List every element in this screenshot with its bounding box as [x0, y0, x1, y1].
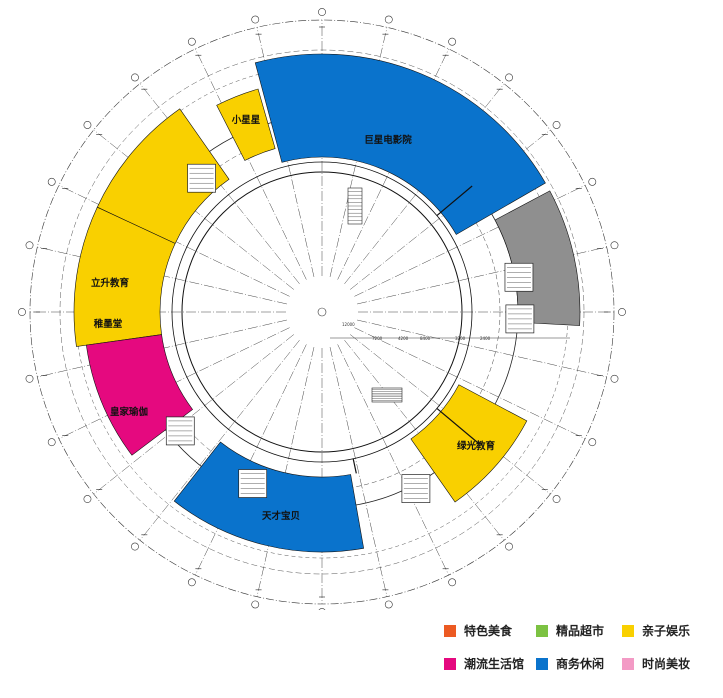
legend-swatch [444, 657, 456, 670]
legend-item-supermarket: 精品超市 [536, 622, 604, 639]
axis-bubble [18, 308, 26, 316]
axis-bubble [251, 15, 260, 24]
zone-label-yoga[interactable]: 皇家瑜伽 [110, 406, 148, 418]
axis-bubble [131, 542, 139, 551]
atrium-ring-outer [171, 161, 473, 463]
radial-axis [93, 334, 295, 495]
wall [352, 458, 357, 474]
wall [436, 185, 473, 217]
legend-swatch [622, 657, 634, 670]
axis-bubble [384, 15, 393, 24]
axis-bubble [552, 121, 561, 129]
legend-item-business: 商务休闲 [536, 655, 604, 672]
axis-bubble [131, 73, 139, 82]
plan-details: 7200 4200 8400 3200 2400 12000 [165, 163, 570, 503]
zone-lisheng [96, 108, 230, 244]
legend-label: 特色美食 [464, 624, 513, 638]
axis-bubble [47, 438, 56, 447]
radial-axis [337, 344, 449, 576]
zone-service [494, 190, 581, 326]
axis-bubble [505, 73, 513, 82]
axis-bubble [448, 578, 457, 587]
axis-bubble [610, 374, 619, 383]
atrium-ring [181, 171, 463, 453]
wall [436, 407, 480, 445]
axis-bubble [552, 495, 561, 503]
dimension-label: 7200 [372, 336, 383, 341]
zone-label-lvguang[interactable]: 绿光教育 [457, 440, 496, 452]
dimension-label: 4200 [398, 336, 409, 341]
axis-bubble [187, 37, 196, 46]
legend-item-beauty: 时尚美妆 [622, 655, 690, 672]
zone-label-zhimotang[interactable]: 稚墨堂 [94, 318, 123, 330]
dimension-label: 3200 [455, 336, 466, 341]
axis-bubble [588, 177, 597, 186]
zone-label-lisheng[interactable]: 立升教育 [91, 277, 130, 289]
floor-plan: 7200 4200 8400 3200 2400 12000 巨星电影院 小星星 立升教育… [18, 8, 626, 610]
axis-bubble [47, 177, 56, 186]
axis-bubble [505, 542, 513, 551]
zone-label-tiancai[interactable]: 天才宝贝 [262, 510, 300, 522]
radial-axis [195, 344, 307, 576]
legend-label: 亲子娱乐 [642, 624, 691, 638]
axis-bubble [187, 578, 196, 587]
axis-bubble [610, 241, 619, 250]
legend-swatch [444, 624, 456, 637]
axis-bubble [384, 600, 393, 609]
zone-labels: 巨星电影院 小星星 立升教育 稚墨堂 皇家瑜伽 天才宝贝 绿光教育 [91, 114, 496, 522]
zones [73, 53, 581, 553]
dimension-label: 12000 [342, 322, 355, 327]
axis-bubble [448, 37, 457, 46]
legend-item-food: 特色美食 [444, 622, 512, 639]
legend-item-kids: 亲子娱乐 [622, 622, 690, 639]
radial-axis [195, 48, 307, 280]
zone-cinema [254, 53, 546, 235]
zone-label-xiaoxingxing[interactable]: 小星星 [231, 114, 261, 126]
legend-swatch [536, 657, 548, 670]
center-mark [317, 307, 327, 317]
zone-zhimotang [73, 206, 176, 347]
axis-bubble [318, 608, 326, 610]
axis-bubble [588, 438, 597, 447]
radial-axis [139, 339, 300, 541]
legend-swatch [536, 624, 548, 637]
legend-label: 商务休闲 [556, 657, 605, 671]
zone-xiaoxingxing [216, 88, 276, 161]
dimension-label: 2400 [480, 336, 491, 341]
axis-bubble [618, 308, 626, 316]
legend-label: 精品超市 [556, 624, 605, 638]
radial-axis [354, 327, 586, 439]
legend-swatch [622, 624, 634, 637]
zone-label-cinema[interactable]: 巨星电影院 [364, 134, 412, 146]
axis-bubble [83, 121, 92, 129]
radial-axis [329, 347, 388, 597]
axis-bubble [25, 241, 34, 250]
corridor-ring [143, 133, 501, 491]
legend-label: 潮流生活馆 [464, 657, 525, 671]
axis-bubble [83, 495, 92, 503]
dimension-label: 8400 [420, 336, 431, 341]
legend-item-lifestyle: 潮流生活馆 [444, 655, 524, 672]
axis-bubble [251, 600, 260, 609]
radial-axis [357, 319, 607, 378]
zone-lvguang [410, 384, 528, 503]
axis-bubble [25, 374, 34, 383]
legend: 特色美食 精品超市 亲子娱乐 潮流生活馆 商务休闲 时尚美妆 [440, 618, 723, 688]
axis-bubble [318, 8, 326, 16]
radial-axis [256, 347, 315, 597]
legend-label: 时尚美妆 [642, 657, 691, 671]
zone-tiancai [173, 441, 365, 553]
